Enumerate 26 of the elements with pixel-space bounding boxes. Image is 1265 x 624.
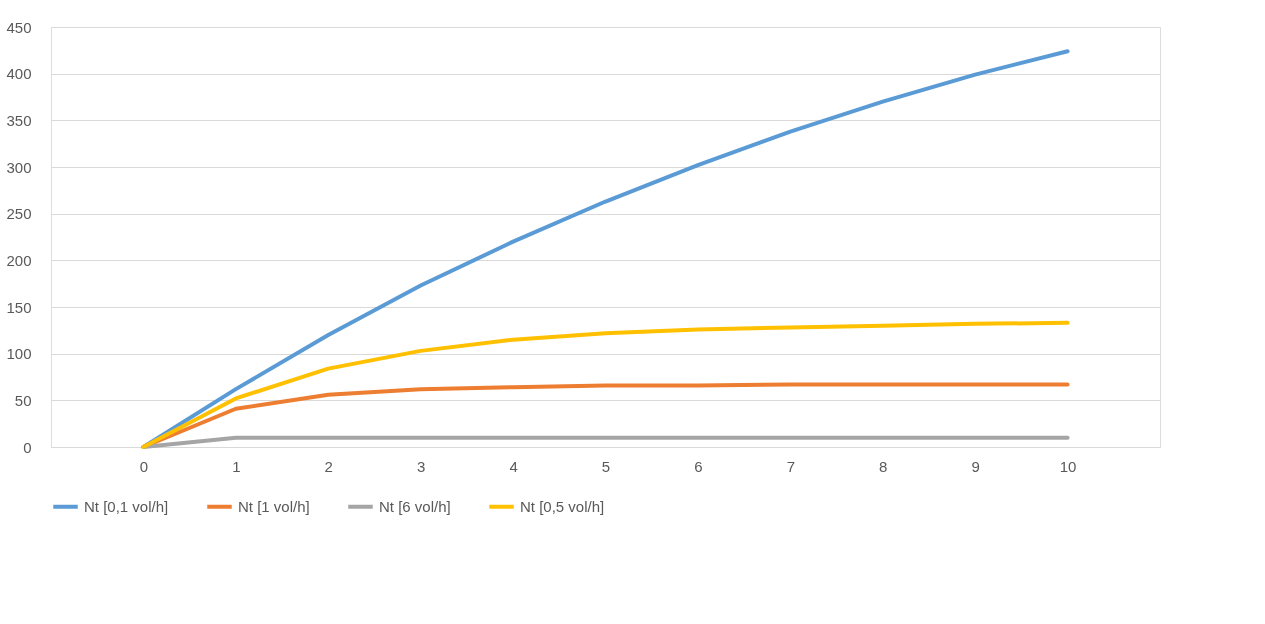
y-tick-label: 0 <box>23 438 32 456</box>
x-tick-label: 10 <box>1059 457 1077 475</box>
legend-label: Nt [0,1 vol/h] <box>84 497 169 515</box>
y-tick-label: 450 <box>6 18 32 36</box>
y-tick-label: 200 <box>6 251 32 269</box>
y-tick-label: 300 <box>6 158 32 176</box>
y-tick-label: 350 <box>6 111 32 129</box>
y-tick-label: 250 <box>6 205 32 223</box>
y-tick-label: 100 <box>6 345 32 363</box>
x-tick-label: 2 <box>324 457 333 475</box>
y-tick-label: 400 <box>6 65 32 83</box>
legend-label: Nt [0,5 vol/h] <box>520 497 605 515</box>
line-series <box>141 320 1070 449</box>
x-tick-label: 7 <box>786 457 796 475</box>
legend-label: Nt [6 vol/h] <box>379 497 451 515</box>
x-tick-label: 9 <box>971 457 980 475</box>
x-tick-label: 5 <box>601 457 611 475</box>
x-tick-label: 1 <box>232 457 241 475</box>
x-tick-label: 6 <box>694 457 703 475</box>
x-tick-label: 0 <box>139 457 149 475</box>
x-tick-label: 4 <box>509 457 518 475</box>
x-tick-label: 3 <box>416 457 426 475</box>
legend-label: Nt [1 vol/h] <box>238 497 310 515</box>
y-tick-label: 150 <box>6 298 32 316</box>
x-tick-label: 8 <box>879 457 888 475</box>
y-tick-label: 50 <box>14 391 32 409</box>
